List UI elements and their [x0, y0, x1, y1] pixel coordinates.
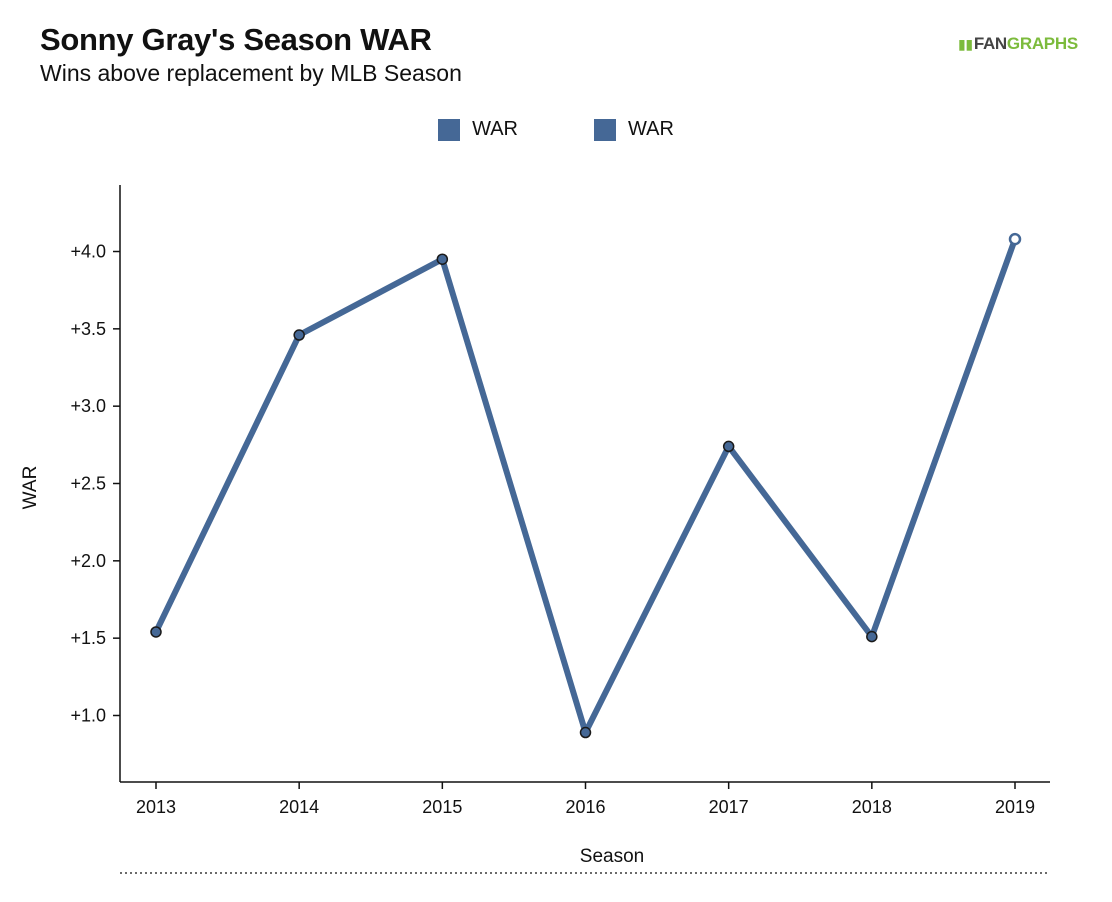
data-point — [293, 329, 305, 341]
legend-item[interactable]: WAR — [438, 118, 518, 141]
y-tick-label: +1.0 — [70, 705, 106, 725]
x-tick-label: 2014 — [279, 797, 319, 817]
data-point — [150, 626, 162, 638]
projected-data-point — [1008, 232, 1022, 246]
legend-swatch — [438, 118, 461, 141]
chart-legend: WAR WAR — [0, 118, 1112, 141]
x-tick-label: 2015 — [422, 797, 462, 817]
legend-label: WAR — [472, 118, 518, 140]
x-tick-label: 2018 — [852, 797, 892, 817]
x-axis-title: Season — [580, 846, 644, 867]
y-axis-title: WAR — [20, 466, 41, 510]
y-tick-label: +1.5 — [70, 628, 106, 648]
chart-subtitle: Wins above replacement by MLB Season — [40, 60, 462, 86]
legend-item[interactable]: WAR — [594, 118, 674, 141]
x-tick-label: 2019 — [995, 797, 1035, 817]
data-point — [866, 630, 878, 643]
y-tick-label: +2.0 — [70, 551, 106, 571]
x-tick-label: 2017 — [709, 797, 749, 817]
y-tick-label: +3.0 — [70, 396, 106, 416]
y-tick-label: +3.5 — [70, 319, 106, 339]
y-tick-label: +4.0 — [70, 242, 106, 262]
legend-label: WAR — [628, 118, 674, 140]
logo-fan-text: FAN — [973, 34, 1007, 53]
y-tick-label: +2.5 — [70, 474, 106, 494]
legend-swatch — [594, 118, 616, 141]
data-point — [579, 726, 592, 739]
fangraphs-logo[interactable]: ▮▮FANGRAPHS — [958, 34, 1078, 54]
data-point — [436, 253, 449, 265]
chart-title: Sonny Gray's Season WAR — [40, 22, 432, 57]
war-series-line — [153, 236, 1018, 736]
x-tick-label: 2016 — [565, 797, 605, 817]
data-point — [722, 440, 735, 453]
fangraphs-logo-icon: ▮▮ — [958, 36, 973, 52]
logo-graphs-text: GRAPHS — [1006, 34, 1078, 53]
x-tick-label: 2013 — [136, 797, 176, 817]
